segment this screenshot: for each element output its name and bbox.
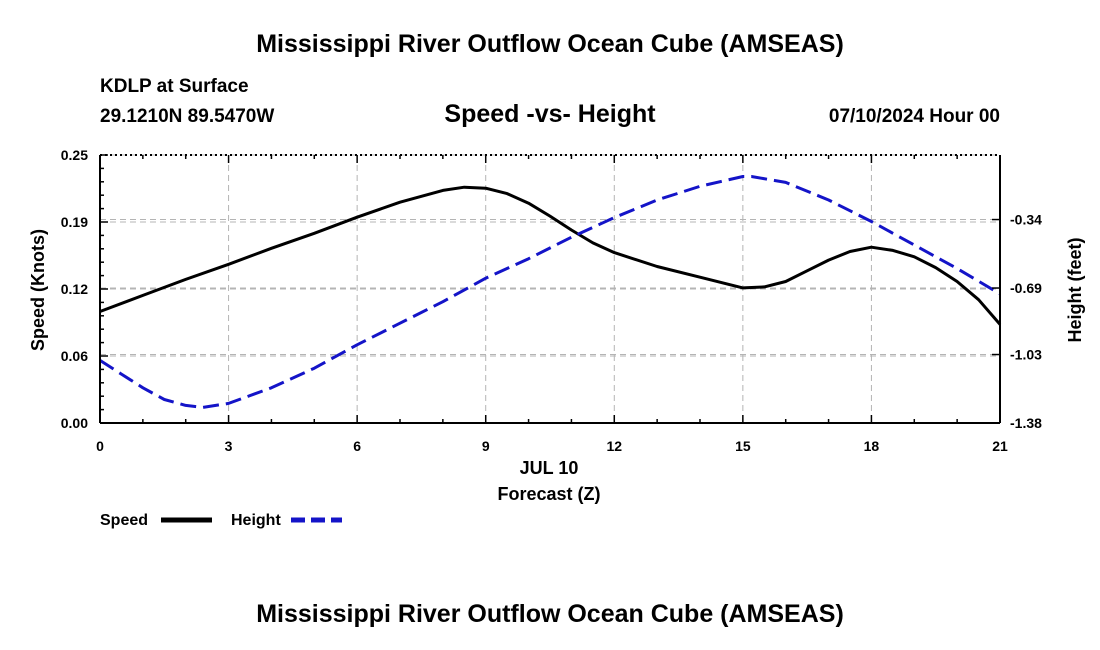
series-line-speed — [99, 185, 1002, 326]
x-tick-label: 15 — [735, 438, 751, 454]
footer-title: Mississippi River Outflow Ocean Cube (AM… — [256, 600, 844, 628]
series-line-height — [99, 175, 1001, 409]
x-tick-label: 6 — [353, 438, 361, 454]
axes — [99, 154, 1001, 424]
x-axis-label: Forecast (Z) — [497, 484, 600, 504]
legend-label-speed: Speed — [100, 512, 148, 529]
forecast-datestamp: 07/10/2024 Hour 00 — [828, 106, 1000, 127]
y2-axis-label: Height (feet) — [1065, 238, 1085, 343]
station-coordinates: 29.1210N 89.5470W — [100, 106, 275, 127]
x-axis-date-label: JUL 10 — [520, 458, 579, 478]
y-tick-label: 0.25 — [61, 147, 88, 163]
y-tick-label: 0.06 — [61, 348, 88, 364]
x-tick-label: 9 — [482, 438, 490, 454]
x-tick-label: 3 — [225, 438, 233, 454]
y2-tick-label: -1.38 — [1010, 415, 1042, 431]
chart-subtitle: Speed -vs- Height — [444, 100, 656, 128]
x-tick-label: 18 — [864, 438, 880, 454]
x-tick-label: 12 — [606, 438, 622, 454]
chart-title: Mississippi River Outflow Ocean Cube (AM… — [256, 30, 844, 58]
y-tick-label: 0.19 — [61, 214, 88, 230]
y-axis-label: Speed (Knots) — [28, 229, 48, 351]
x-tick-label: 21 — [992, 438, 1008, 454]
legend: Speed Height — [100, 512, 342, 529]
grid-lines — [100, 154, 1000, 424]
y2-tick-label: -0.34 — [1010, 212, 1042, 228]
station-label: KDLP at Surface — [100, 76, 249, 97]
legend-label-height: Height — [231, 512, 281, 529]
series-lines — [99, 175, 1002, 409]
y2-tick-label: -1.03 — [1010, 347, 1042, 363]
y-tick-label: 0.00 — [61, 415, 88, 431]
y2-tick-label: -0.69 — [1010, 280, 1042, 296]
x-tick-label: 0 — [96, 438, 104, 454]
y-tick-label: 0.12 — [61, 281, 88, 297]
tick-labels: 0 3 6 9 12 15 18 21 0.00 0.06 0.12 0.19 0.25 -1.38 -1.… — [61, 147, 1042, 454]
